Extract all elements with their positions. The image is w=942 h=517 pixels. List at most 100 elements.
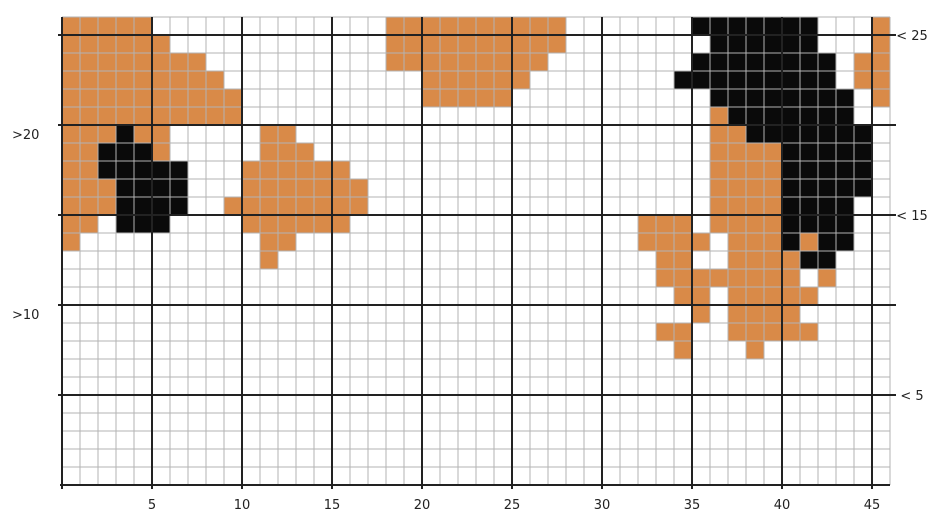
orange-cell — [746, 269, 764, 287]
orange-cell — [440, 53, 458, 71]
orange-cell — [278, 125, 296, 143]
orange-cell — [332, 215, 350, 233]
black-cell — [782, 17, 800, 35]
orange-cell — [728, 233, 746, 251]
black-cell — [152, 197, 170, 215]
orange-cell — [62, 215, 80, 233]
orange-cell — [62, 17, 80, 35]
black-cell — [818, 233, 836, 251]
black-cell — [764, 17, 782, 35]
orange-cell — [440, 35, 458, 53]
orange-cell — [62, 71, 80, 89]
black-cell — [710, 89, 728, 107]
orange-cell — [260, 233, 278, 251]
orange-cell — [710, 107, 728, 125]
orange-cell — [764, 305, 782, 323]
orange-cell — [710, 161, 728, 179]
black-cell — [818, 125, 836, 143]
orange-cell — [98, 125, 116, 143]
orange-cell — [440, 71, 458, 89]
orange-cell — [674, 269, 692, 287]
orange-cell — [404, 35, 422, 53]
black-cell — [818, 215, 836, 233]
orange-cell — [98, 107, 116, 125]
black-cell — [836, 233, 854, 251]
orange-cell — [656, 233, 674, 251]
orange-cell — [800, 287, 818, 305]
black-cell — [854, 179, 872, 197]
black-cell — [152, 161, 170, 179]
orange-cell — [746, 197, 764, 215]
orange-cell — [458, 35, 476, 53]
right-tick-label: < 5 — [900, 389, 923, 404]
orange-cell — [494, 71, 512, 89]
black-cell — [764, 53, 782, 71]
orange-cell — [80, 197, 98, 215]
orange-cell — [278, 179, 296, 197]
orange-cell — [332, 161, 350, 179]
black-cell — [818, 89, 836, 107]
black-cell — [134, 215, 152, 233]
orange-cell — [98, 35, 116, 53]
orange-cell — [98, 179, 116, 197]
orange-cell — [170, 53, 188, 71]
orange-cell — [422, 89, 440, 107]
orange-cell — [278, 215, 296, 233]
orange-cell — [764, 197, 782, 215]
black-cell — [782, 125, 800, 143]
orange-cell — [332, 179, 350, 197]
orange-cell — [746, 305, 764, 323]
orange-cell — [656, 323, 674, 341]
orange-cell — [728, 179, 746, 197]
orange-cell — [512, 17, 530, 35]
orange-cell — [134, 53, 152, 71]
black-cell — [728, 107, 746, 125]
orange-cell — [872, 71, 890, 89]
orange-cell — [62, 233, 80, 251]
orange-cell — [116, 17, 134, 35]
orange-cell — [674, 341, 692, 359]
black-cell — [800, 179, 818, 197]
orange-cell — [710, 179, 728, 197]
orange-cell — [530, 53, 548, 71]
black-cell — [134, 197, 152, 215]
orange-cell — [440, 89, 458, 107]
orange-cell — [710, 125, 728, 143]
orange-cell — [764, 143, 782, 161]
orange-cell — [872, 89, 890, 107]
left-tick-label: >20 — [12, 128, 39, 143]
orange-cell — [476, 35, 494, 53]
black-cell — [728, 35, 746, 53]
orange-cell — [782, 287, 800, 305]
orange-cell — [116, 107, 134, 125]
orange-cell — [458, 89, 476, 107]
black-cell — [800, 143, 818, 161]
orange-cell — [188, 71, 206, 89]
orange-cell — [728, 305, 746, 323]
black-cell — [854, 125, 872, 143]
orange-cell — [260, 143, 278, 161]
orange-cell — [224, 107, 242, 125]
black-cell — [746, 53, 764, 71]
orange-cell — [350, 179, 368, 197]
black-cell — [782, 179, 800, 197]
black-cell — [764, 89, 782, 107]
orange-cell — [476, 53, 494, 71]
orange-cell — [80, 35, 98, 53]
orange-cell — [746, 179, 764, 197]
bottom-tick-label: 25 — [504, 498, 521, 513]
orange-cell — [674, 251, 692, 269]
orange-cell — [80, 179, 98, 197]
orange-cell — [404, 17, 422, 35]
orange-cell — [260, 125, 278, 143]
right-tick-label: < 25 — [896, 29, 928, 44]
black-cell — [116, 143, 134, 161]
orange-cell — [152, 71, 170, 89]
orange-cell — [278, 233, 296, 251]
orange-cell — [656, 269, 674, 287]
orange-cell — [728, 161, 746, 179]
black-cell — [800, 215, 818, 233]
orange-cell — [638, 215, 656, 233]
orange-cell — [656, 215, 674, 233]
